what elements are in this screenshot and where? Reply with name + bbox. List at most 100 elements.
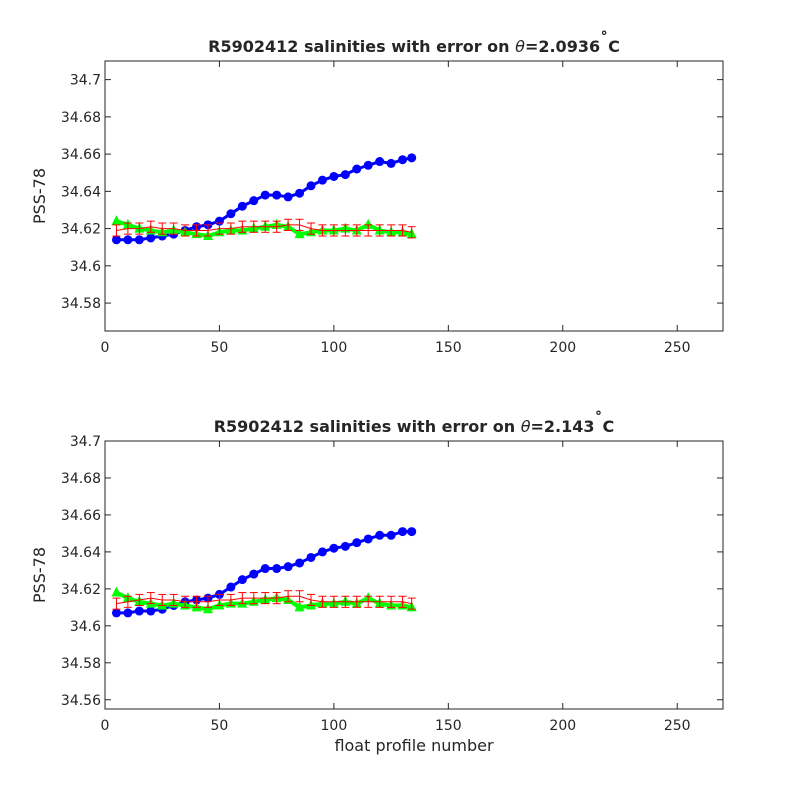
error-bar: [181, 595, 190, 608]
data-point: [146, 606, 156, 616]
error-bar: [295, 218, 304, 231]
y-tick-label: 34.68: [61, 110, 101, 126]
y-axis-label: PSS-78: [30, 168, 49, 224]
error-bar: [123, 222, 132, 235]
data-point: [111, 235, 121, 245]
error-bar: [123, 595, 132, 608]
data-point: [306, 181, 316, 191]
error-bar: [204, 595, 212, 608]
data-point: [134, 235, 144, 245]
error-bar: [364, 595, 373, 608]
error-bar: [284, 590, 293, 603]
data-point: [398, 155, 408, 165]
x-tick-label: 0: [101, 340, 110, 356]
data-point: [283, 192, 293, 202]
x-axis-label: float profile number: [334, 736, 494, 755]
data-point: [340, 170, 350, 180]
data-point: [272, 190, 282, 200]
data-point: [123, 235, 133, 245]
data-point: [272, 564, 282, 574]
data-point: [134, 606, 144, 616]
error-bar: [181, 224, 190, 237]
x-tick-label: 0: [101, 718, 110, 734]
y-tick-label: 34.7: [70, 434, 101, 450]
plot-area: [104, 60, 724, 332]
error-bar: [272, 220, 281, 233]
y-tick-label: 34.62: [61, 582, 101, 598]
x-tick-label: 150: [435, 340, 462, 356]
error-bar: [112, 597, 121, 610]
data-point: [375, 530, 385, 540]
x-tick-label: 250: [664, 718, 691, 734]
error-bar: [192, 595, 201, 608]
y-tick-label: 34.66: [61, 508, 101, 524]
error-bar: [238, 220, 247, 233]
error-bar: [146, 592, 155, 605]
data-point: [294, 228, 305, 239]
data-point: [407, 153, 417, 163]
error-bar: [226, 222, 235, 235]
error-bar: [329, 595, 338, 608]
data-point: [111, 608, 121, 618]
error-bar: [318, 224, 327, 237]
y-tick-label: 34.62: [61, 222, 101, 238]
data-point: [237, 575, 247, 585]
error-bar: [284, 218, 293, 231]
x-tick-label: 50: [211, 340, 229, 356]
x-tick-label: 100: [321, 340, 348, 356]
data-point: [249, 196, 259, 206]
data-point: [226, 582, 236, 592]
error-bar: [215, 222, 224, 235]
data-point: [260, 190, 270, 200]
error-bar: [238, 592, 247, 605]
y-tick-label: 34.68: [61, 471, 101, 487]
error-bar: [387, 224, 396, 237]
y-tick-label: 34.64: [61, 545, 101, 561]
y-tick-label: 34.64: [61, 184, 101, 200]
error-bar: [364, 224, 373, 237]
error-bar: [295, 590, 304, 603]
data-point: [352, 538, 362, 548]
data-point: [203, 603, 213, 614]
x-tick-label: 250: [664, 340, 691, 356]
data-point: [407, 527, 417, 537]
x-tick-label: 150: [435, 718, 462, 734]
error-bar: [204, 224, 212, 237]
data-point: [306, 552, 316, 562]
data-point: [226, 209, 236, 219]
data-point: [295, 558, 305, 568]
error-bar: [135, 222, 144, 235]
error-bar: [407, 226, 416, 239]
error-bar: [261, 220, 270, 233]
data-point: [249, 569, 259, 579]
plot-area: [104, 440, 724, 710]
error-bar: [272, 592, 281, 605]
y-tick-label: 34.56: [61, 693, 101, 709]
error-bar: [352, 595, 361, 608]
series-errorbar: [112, 218, 416, 239]
chart-2: 0 50 100 150 200 250 34.56 34.58 34.6 34.62 34.64 3…: [30, 410, 724, 755]
data-point: [363, 218, 374, 229]
data-point: [386, 530, 396, 540]
data-point: [398, 527, 408, 537]
data-point: [329, 171, 339, 181]
x-tick-label: 200: [549, 340, 576, 356]
series-errorbar: [112, 590, 416, 610]
error-bar: [169, 222, 178, 235]
error-bar: [407, 597, 416, 610]
data-point: [352, 164, 362, 174]
data-point: [340, 541, 350, 551]
chart-title: R5902412 salinities with error on θ=2.14…: [214, 410, 615, 436]
x-tick-label: 100: [321, 718, 348, 734]
data-point: [111, 586, 122, 597]
error-bar: [226, 593, 235, 606]
data-point: [260, 564, 270, 574]
error-bar: [215, 593, 224, 606]
data-point: [386, 158, 396, 168]
error-bar: [318, 595, 327, 608]
error-bar: [249, 592, 258, 605]
data-point: [237, 201, 247, 211]
y-tick-label: 34.66: [61, 147, 101, 163]
y-tick-label: 34.7: [70, 73, 101, 89]
